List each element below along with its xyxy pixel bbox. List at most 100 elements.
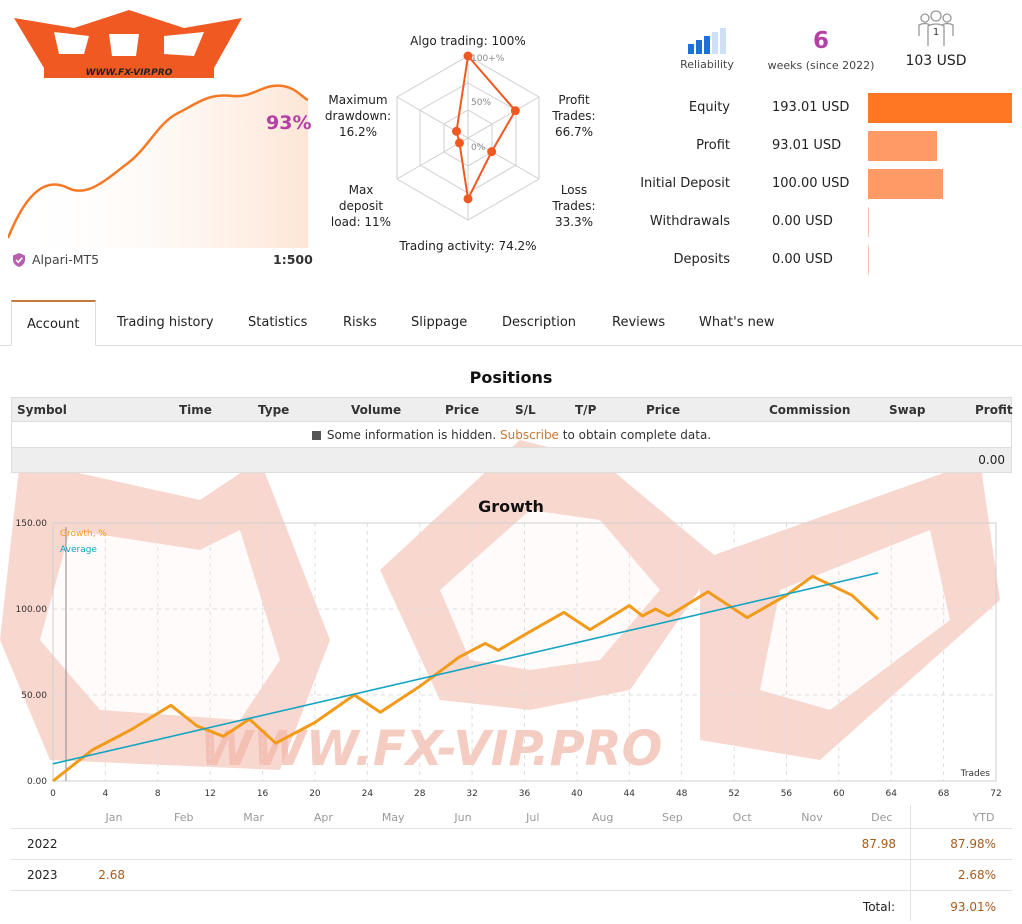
ytd-month-header: Aug xyxy=(591,811,614,824)
x-tick-label: 52 xyxy=(728,789,739,799)
positions-title: Positions xyxy=(469,368,553,387)
ytd-table: Jan Feb Mar Apr May Jun Jul Aug Sep Oct Nov Dec YTD… xyxy=(11,805,1012,921)
financial-value: 93.01 USD xyxy=(772,138,842,153)
reliability-bars xyxy=(676,28,738,54)
x-axis-label: Trades xyxy=(960,769,991,779)
ytd-year-2022: 2022 xyxy=(27,837,58,851)
y-tick-label: 150.00 xyxy=(16,519,48,529)
x-tick-label: 8 xyxy=(155,789,161,799)
ytd-month-header: Mar xyxy=(243,811,264,824)
tab-whats-new[interactable]: What's new xyxy=(699,315,775,330)
col-tp[interactable]: T/P xyxy=(575,403,597,417)
y-tick-label: 0.00 xyxy=(27,777,47,787)
ytd-2022-dec[interactable]: 87.98 xyxy=(861,837,896,851)
broker-link[interactable]: Alpari-MT5 xyxy=(12,252,99,267)
mini-growth-line xyxy=(8,84,309,239)
financial-bar xyxy=(868,93,1012,123)
radar-chart: 100+% 50% 0% Algo trading: 100% Profit Tr… xyxy=(318,30,618,260)
financial-bar xyxy=(868,245,869,275)
radar-label-max-drawdown: Maximum drawdown: 16.2% xyxy=(324,93,392,139)
subscribe-link[interactable]: Subscribe xyxy=(499,428,559,442)
radar-point xyxy=(510,106,520,116)
subscribers-count: 1 xyxy=(933,27,939,38)
financial-value: 100.00 USD xyxy=(772,176,850,191)
tab-description[interactable]: Description xyxy=(502,315,577,330)
radar-label-loss-trades: Loss Trades: 33.3% xyxy=(552,183,596,229)
y-tick-label: 100.00 xyxy=(16,605,48,615)
financial-label: Deposits xyxy=(673,252,730,267)
ytd-month-header: May xyxy=(381,811,405,824)
radar-label-profit-trades: Profit Trades: 66.7% xyxy=(552,93,596,139)
financial-bar xyxy=(868,169,943,199)
reliability-bar xyxy=(696,40,702,54)
x-tick-label: 60 xyxy=(833,789,845,799)
ytd-month-header: Jun xyxy=(454,811,472,824)
col-commission[interactable]: Commission xyxy=(769,403,851,417)
average-series-line xyxy=(52,572,879,765)
financial-label: Initial Deposit xyxy=(640,176,730,191)
x-tick-label: 36 xyxy=(519,789,531,799)
y-tick-label: 50.00 xyxy=(21,691,47,701)
tab-statistics[interactable]: Statistics xyxy=(248,315,308,330)
ytd-month-header: Nov xyxy=(801,811,823,824)
tab-slippage[interactable]: Slippage xyxy=(411,315,468,330)
financial-bar xyxy=(868,207,869,237)
ytd-month-header: Feb xyxy=(174,811,194,824)
financial-row: Equity 193.01 USD xyxy=(630,93,1020,123)
ytd-2023-jan[interactable]: 2.68 xyxy=(98,868,125,882)
col-price-current[interactable]: Price xyxy=(646,403,681,417)
col-swap[interactable]: Swap xyxy=(889,403,926,417)
subscription-price: 103 USD xyxy=(905,53,967,69)
tab-trading-history[interactable]: Trading history xyxy=(117,315,214,330)
radar-point xyxy=(454,138,464,148)
weeks-value: 6 xyxy=(812,28,829,54)
legend-entry: Average xyxy=(60,545,97,555)
radar-label-max-deposit-load: Max deposit load: 11% xyxy=(330,183,392,229)
ytd-2023-total: 2.68% xyxy=(957,868,996,882)
col-symbol[interactable]: Symbol xyxy=(17,403,67,417)
verified-shield-icon xyxy=(13,252,25,267)
ytd-header: YTD xyxy=(972,811,995,824)
col-price-open[interactable]: Price xyxy=(445,403,480,417)
ytd-total-value: 93.01% xyxy=(950,900,996,914)
hidden-info-suffix: to obtain complete data. xyxy=(562,428,712,442)
weeks-indicator: 6 weeks (since 2022) xyxy=(762,28,880,72)
reliability-bar xyxy=(704,36,710,54)
positions-table: Symbol Time Type Volume Price S/L T/P Pr… xyxy=(11,397,1013,473)
x-tick-label: 56 xyxy=(781,789,793,799)
mini-growth-chart xyxy=(8,84,309,248)
tab-risks[interactable]: Risks xyxy=(343,315,377,330)
positions-header-row: Symbol Time Type Volume Price S/L T/P Pr… xyxy=(12,398,1013,422)
financial-row: Profit 93.01 USD xyxy=(630,131,1020,161)
x-tick-label: 0 xyxy=(50,789,56,799)
x-tick-label: 48 xyxy=(676,789,688,799)
col-type[interactable]: Type xyxy=(258,403,290,417)
reliability-label: Reliability xyxy=(680,58,734,71)
ytd-2022-total: 87.98% xyxy=(950,837,996,851)
site-logo: WWW.FX-VIP.PRO xyxy=(14,10,242,78)
financial-row: Deposits 0.00 USD xyxy=(630,245,1020,275)
financial-value: 0.00 USD xyxy=(772,252,833,267)
radar-point xyxy=(463,194,473,204)
col-sl[interactable]: S/L xyxy=(515,403,536,417)
leverage: 1:500 xyxy=(273,252,313,267)
ytd-month-header: Jul xyxy=(526,811,540,824)
positions-total-row: 0.00 xyxy=(12,448,1011,472)
x-tick-label: 64 xyxy=(885,789,897,799)
financial-bar xyxy=(868,131,938,161)
col-volume[interactable]: Volume xyxy=(351,403,402,417)
radar-point xyxy=(487,147,497,157)
reliability-bar xyxy=(688,44,694,54)
info-square-icon xyxy=(311,431,321,440)
col-profit[interactable]: Profit xyxy=(975,403,1013,417)
ytd-month-header: Jan xyxy=(105,811,123,824)
growth-percent: 93% xyxy=(266,112,312,134)
col-time[interactable]: Time xyxy=(179,403,212,417)
financial-value: 0.00 USD xyxy=(772,214,833,229)
tab-reviews[interactable]: Reviews xyxy=(612,315,666,330)
subscribers-icon: 1 xyxy=(918,10,954,46)
growth-series-line xyxy=(52,574,880,783)
financial-label: Withdrawals xyxy=(649,214,730,229)
tab-account[interactable]: Account xyxy=(11,300,96,346)
x-tick-label: 12 xyxy=(204,789,215,799)
